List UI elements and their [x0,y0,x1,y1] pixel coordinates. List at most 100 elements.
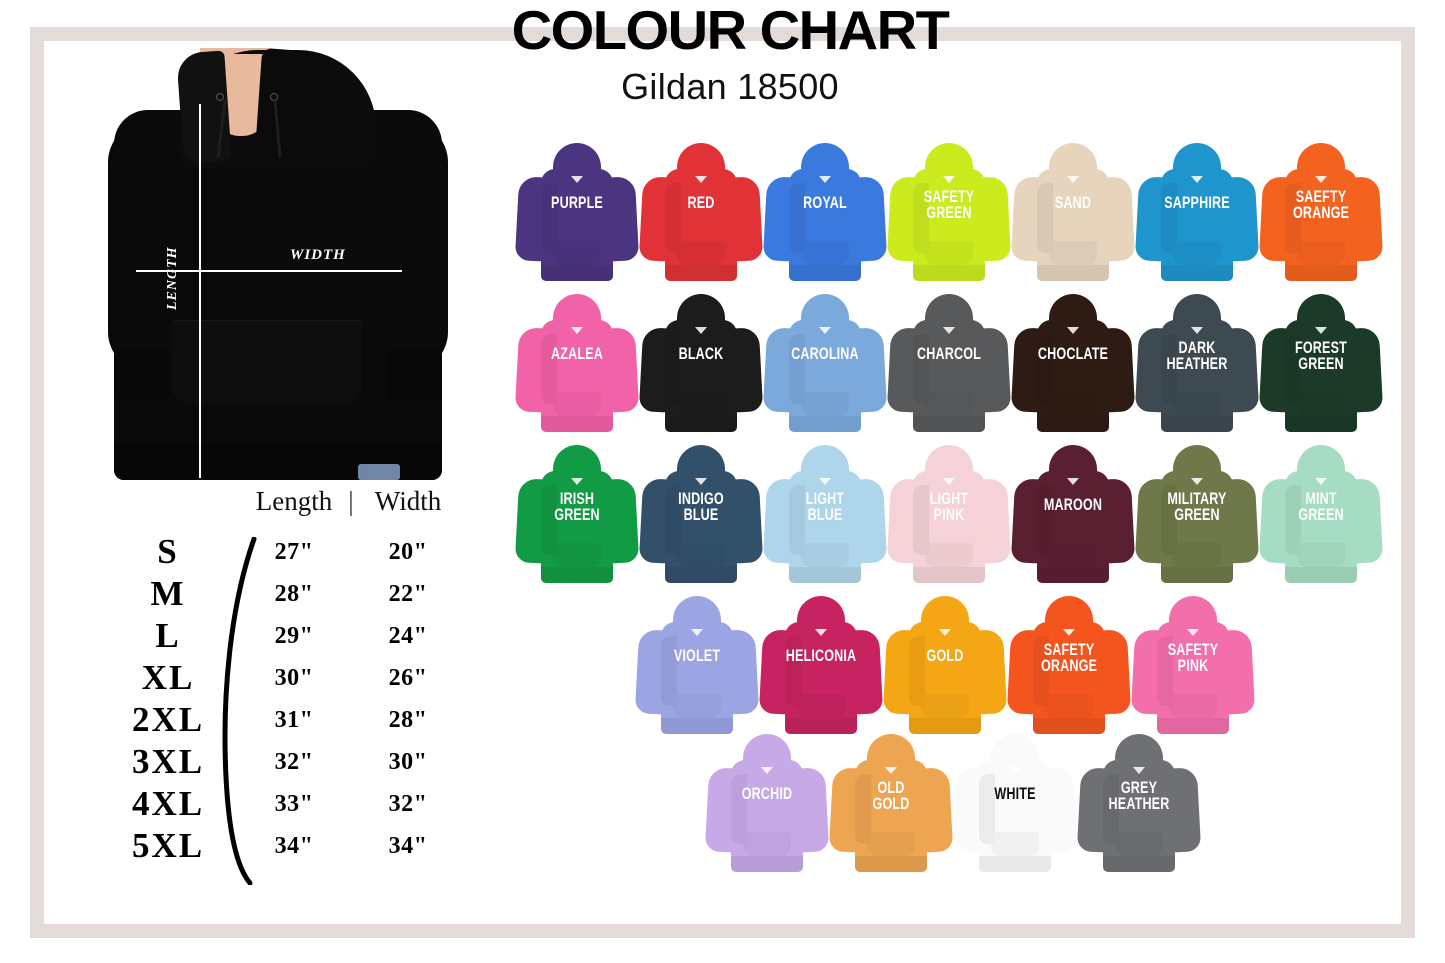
colour-name-label: SAPPHIRE [1164,193,1230,212]
hoodie-shading [855,774,871,844]
width-label: WIDTH [290,247,346,263]
hoodie-icon: SAFETY GREEN [886,143,1012,281]
colour-swatch[interactable]: FOREST GREEN [1258,294,1384,445]
hoodie-neck-tag [819,176,831,183]
model-photo [108,48,448,480]
hoodie-shading [1161,334,1177,404]
width-value: 32" [388,790,428,817]
length-value: 32" [274,748,314,775]
hoodie-pocket [1297,392,1345,416]
colour-swatch[interactable]: OLD GOLD [828,734,954,872]
hoodie-shading [913,183,929,253]
drawstring-eyelet-left [216,93,224,101]
hoodie-icon: CHOCLATE [1010,294,1136,432]
colour-name-label: CHOCLATE [1037,344,1109,363]
colour-swatch[interactable]: ROYAL [762,143,888,294]
hoodie-pocket [677,241,725,265]
colour-swatch[interactable]: AZALEA [514,294,640,445]
hoodie-pocket [801,241,849,265]
size-table-header: Length | Width [248,486,468,517]
colour-name-label: VIOLET [673,646,721,665]
hoodie-icon: LIGHT PINK [886,445,1012,583]
hoodie-hem [1037,567,1109,583]
colour-swatch[interactable]: PURPLE [514,143,640,294]
colour-row: AZALEA BLACK CAROLINA CHARCOL CHOCLATE DARK H… [514,294,1384,445]
colour-swatch[interactable]: SAPPHIRE [1134,143,1260,294]
colour-swatch[interactable]: SAFETY ORANGE [1006,596,1132,734]
colour-swatch[interactable]: MINT GREEN [1258,445,1384,596]
colour-swatch[interactable]: CAROLINA [762,294,888,445]
hoodie-pocket [925,241,973,265]
colour-name-label: SAND [1054,193,1092,212]
hoodie-icon: FOREST GREEN [1258,294,1384,432]
hoodie-neck-tag [1133,767,1145,774]
table-row: M 28" 22" [108,573,468,615]
colour-name-label: IRISH GREEN [554,489,600,524]
colour-swatch[interactable]: RED [638,143,764,294]
colour-swatch[interactable]: LIGHT PINK [886,445,1012,596]
colour-swatch[interactable]: MAROON [1010,445,1136,596]
hoodie-icon: CAROLINA [762,294,888,432]
colour-swatch[interactable]: ORCHID [704,734,830,872]
hoodie-shading [1285,334,1301,404]
colour-swatch[interactable]: LIGHT BLUE [762,445,888,596]
colour-name-label: PURPLE [551,193,603,212]
colour-swatch[interactable]: DARK HEATHER [1134,294,1260,445]
hoodie-icon: PURPLE [514,143,640,281]
colour-swatch[interactable]: WHITE [952,734,1078,872]
hoodie-icon: WHITE [952,734,1078,872]
hoodie-neck-tag [819,327,831,334]
colour-name-label: WHITE [994,784,1036,803]
width-value: 24" [388,622,428,649]
colour-swatch[interactable]: INDIGO BLUE [638,445,764,596]
colour-name-label: SAFETY ORANGE [1040,640,1098,675]
hoodie-hem [1037,416,1109,432]
colour-name-label: CHARCOL [917,344,981,363]
hoodie-neck-tag [1067,327,1079,334]
colour-swatch[interactable]: SAFETY PINK [1130,596,1256,734]
colour-swatch[interactable]: IRISH GREEN [514,445,640,596]
hoodie-pocket [801,543,849,567]
hoodie-hem [1161,416,1233,432]
hoodie-hem [789,567,861,583]
colour-swatch[interactable]: SAND [1010,143,1136,294]
colour-swatch[interactable]: GOLD [882,596,1008,734]
hoodie-shading [1161,183,1177,253]
colour-swatch[interactable]: SAFETY GREEN [886,143,1012,294]
colour-name-label: HELICONIA [785,646,857,665]
hoodie-neck-tag [1067,176,1079,183]
hoodie-neck-tag [943,176,955,183]
hoodie-shading [541,183,557,253]
hoodie-hem [541,567,613,583]
colour-swatch[interactable]: SAEFTY ORANGE [1258,143,1384,294]
hoodie-pocket [673,694,721,718]
hoodie-neck-tag [1191,327,1203,334]
hoodie-icon: CHARCOL [886,294,1012,432]
hoodie-shading [1037,183,1053,253]
colour-name-label: MAROON [1043,495,1103,514]
hoodie-hem [789,416,861,432]
hoodie-neck-tag [819,478,831,485]
colour-swatch[interactable]: HELICONIA [758,596,884,734]
column-header-width: Width [374,486,442,516]
width-value: 34" [388,832,428,859]
table-row: S 27" 20" [108,531,468,573]
hoodie-pocket [1173,241,1221,265]
hoodie-neck-tag [691,629,703,636]
width-value: 28" [388,706,428,733]
hoodie-hem [789,265,861,281]
hoodie-icon: INDIGO BLUE [638,445,764,583]
hoodie-neck-tag [571,176,583,183]
hoodie-icon: SAFETY ORANGE [1006,596,1132,734]
colour-swatch[interactable]: VIOLET [634,596,760,734]
colour-swatch[interactable]: BLACK [638,294,764,445]
colour-swatch[interactable]: MILITARY GREEN [1134,445,1260,596]
colour-swatch[interactable]: CHARCOL [886,294,1012,445]
length-value: 30" [274,664,314,691]
hoodie-shading [541,485,557,555]
colour-swatch[interactable]: CHOCLATE [1010,294,1136,445]
colour-swatch[interactable]: GREY HEATHER [1076,734,1202,872]
hoodie-neck-tag [1191,478,1203,485]
colour-name-label: DARK HEATHER [1166,338,1228,373]
width-value: 26" [388,664,428,691]
